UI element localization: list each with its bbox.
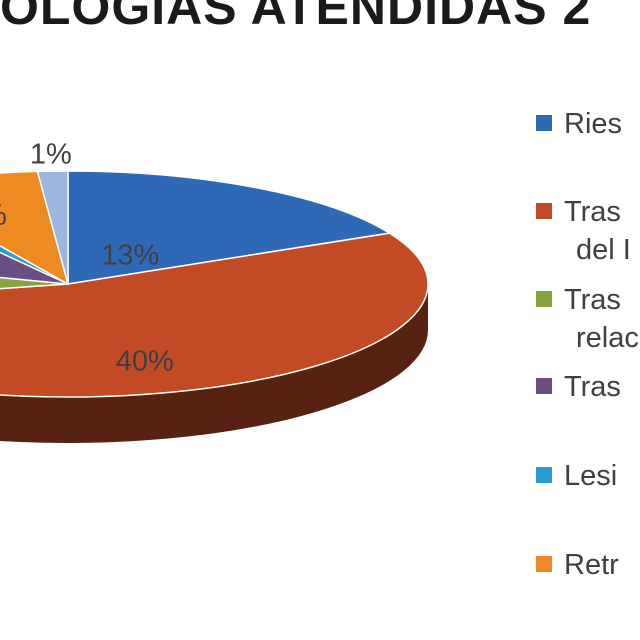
pie-sides xyxy=(0,284,428,443)
legend-swatch xyxy=(536,115,552,132)
legend-item-2: Tras relac xyxy=(536,280,639,358)
pie-slice-3 xyxy=(0,251,69,285)
legend-label: Lesi xyxy=(564,460,618,492)
legend-item-0: Ries xyxy=(536,104,622,144)
legend-label: Tras xyxy=(564,196,621,228)
legend-swatch xyxy=(536,556,552,573)
legend-swatch xyxy=(536,378,552,395)
chart-title: OLOGIAS ATENDIDAS 2 xyxy=(0,0,592,35)
legend-item-3: Tras xyxy=(536,367,621,407)
legend-label: Tras xyxy=(564,371,621,403)
legend-swatch xyxy=(536,291,552,308)
legend-label: Retr xyxy=(564,549,619,581)
pie-slice-0 xyxy=(67,170,392,285)
legend-item-1: Tras del I xyxy=(536,192,631,270)
legend-label-continuation: del I xyxy=(576,234,631,266)
pie-side-1 xyxy=(0,284,428,443)
data-label-0: 13% xyxy=(101,239,159,271)
legend-label-continuation: relac xyxy=(576,322,639,354)
pie-slice-2 xyxy=(0,276,69,290)
legend-item-5: Retr xyxy=(536,545,619,585)
pie-slice-5 xyxy=(0,170,70,286)
pie-slices xyxy=(0,170,429,398)
data-label-6: 1% xyxy=(30,139,72,171)
pie-data-labels: 13% 40% 5% 1% xyxy=(0,139,174,378)
pie-slice-1 xyxy=(0,232,429,398)
legend-label: Tras xyxy=(564,284,621,316)
legend-item-4: Lesi xyxy=(536,456,617,496)
legend-label: Ries xyxy=(564,108,623,140)
data-label-5: 5% xyxy=(0,199,7,231)
legend-swatch xyxy=(536,467,552,484)
data-label-1: 40% xyxy=(116,345,174,377)
pie-slice-6 xyxy=(36,170,69,285)
legend-swatch xyxy=(536,203,552,220)
